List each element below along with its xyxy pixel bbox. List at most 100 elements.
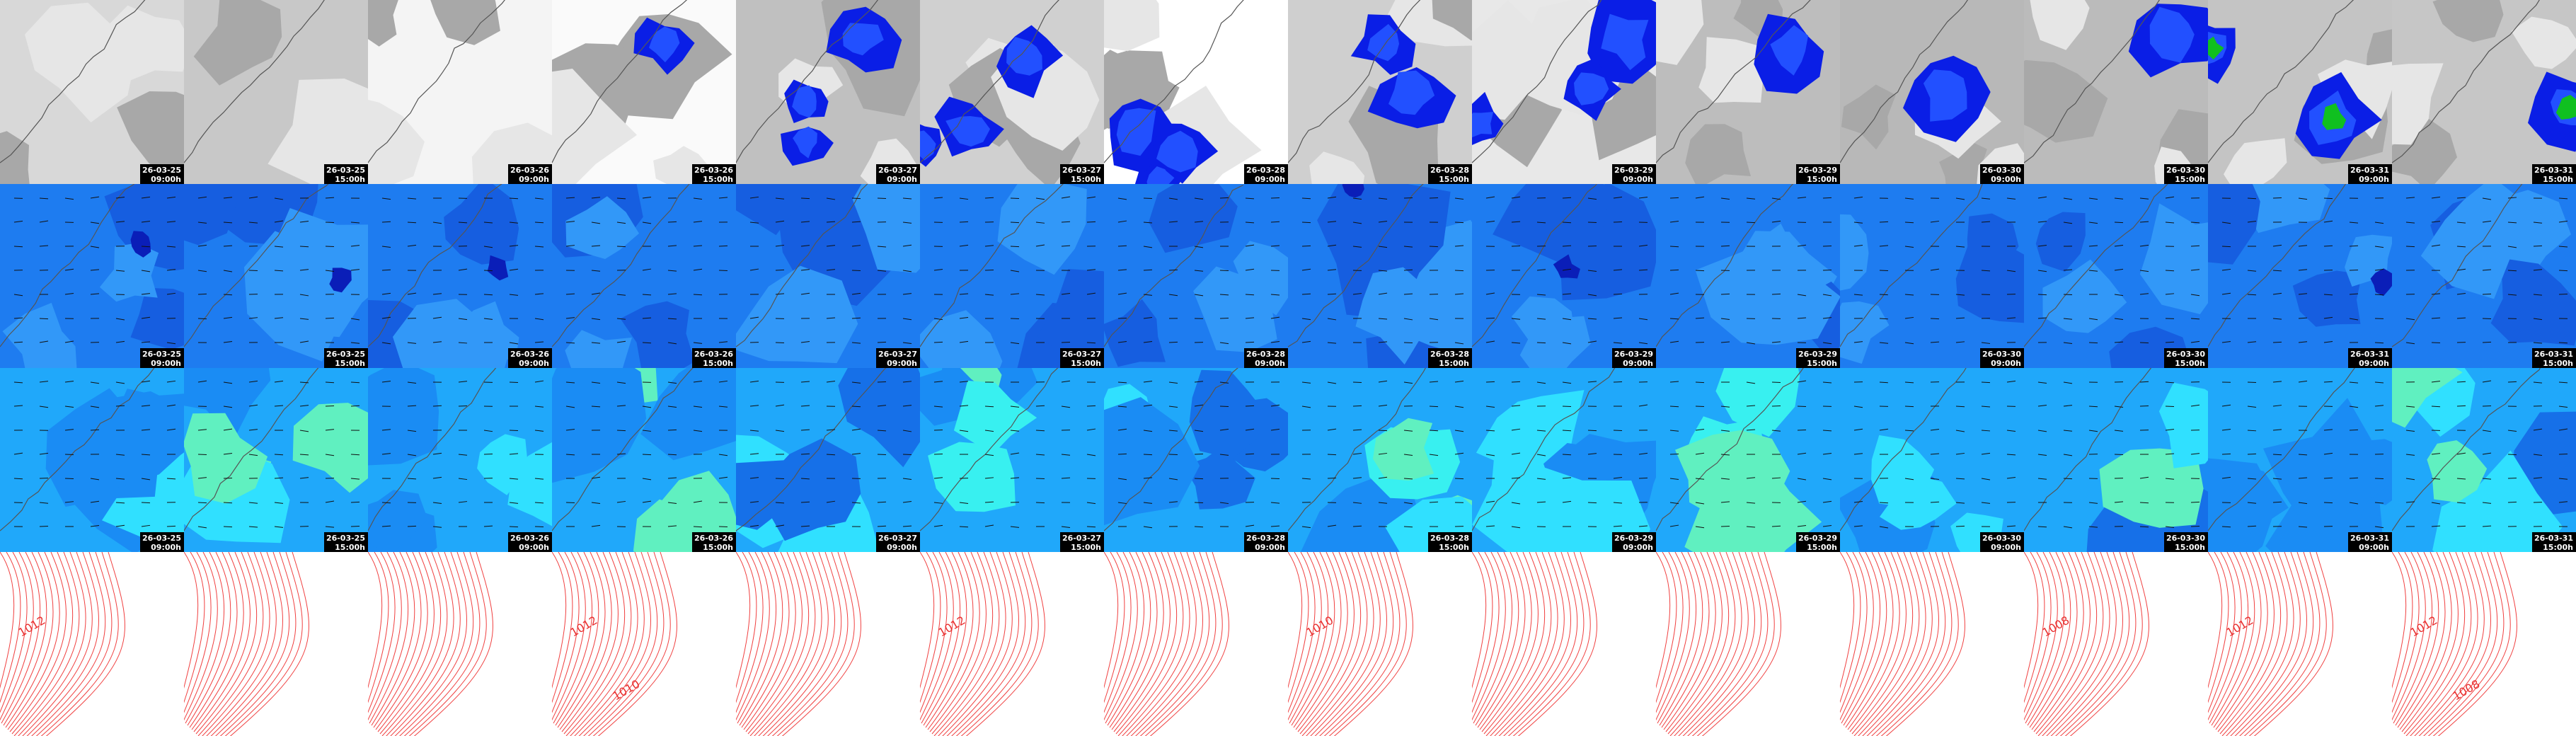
precip-area: [1116, 108, 1156, 156]
isobar: [184, 552, 199, 689]
wind-arrow: [616, 246, 626, 248]
wind-arrow: [591, 406, 601, 408]
wind-arrow: [274, 270, 284, 272]
isobar: [197, 552, 264, 736]
wind-arrow: [2298, 380, 2308, 383]
wind-arrow: [1955, 478, 1965, 480]
wind-arrow: [509, 222, 519, 224]
timestamp-time: 09:00h: [1991, 543, 2021, 552]
wind-arrow: [2323, 316, 2333, 319]
wind-arrow: [197, 526, 207, 529]
wind-arrow: [1904, 222, 1914, 224]
timestamp-box: [1612, 164, 1656, 184]
wind-arrow: [2114, 244, 2124, 247]
isobar: [1701, 552, 1781, 736]
wind-arrow: [1669, 406, 1679, 408]
wind-arrow: [115, 524, 125, 527]
isobar: [1512, 552, 1591, 736]
wind-arrow: [1904, 381, 1914, 384]
wind-arrow: [1904, 430, 1914, 432]
tile-content: [2024, 368, 2208, 552]
wind-arrow: [1327, 454, 1337, 456]
wind-arrow: [1669, 292, 1679, 295]
tile-content: [2024, 184, 2208, 368]
timestamp-date: 26-03-31: [2534, 534, 2573, 543]
map-tile: [736, 552, 920, 736]
precip-area: [1601, 13, 1649, 71]
timestamp-box: [508, 164, 552, 184]
wind-arrow: [1562, 454, 1572, 456]
wind-arrow: [2456, 478, 2466, 480]
wind-arrow: [826, 454, 836, 456]
isobar: [1847, 552, 1900, 730]
field-band: [565, 330, 632, 368]
wind-arrow: [2063, 526, 2073, 529]
wind-arrow: [39, 502, 49, 504]
map-tile: [1472, 552, 1656, 736]
wind-arrow: [325, 246, 335, 248]
wind-arrow: [693, 406, 703, 408]
wind-arrow: [959, 340, 969, 343]
field-band: [767, 438, 861, 541]
isobar: [2217, 552, 2275, 732]
field-band: [920, 310, 1003, 368]
wind-arrow: [1695, 196, 1705, 199]
wind-arrow: [591, 197, 601, 199]
wind-arrow: [197, 318, 207, 320]
timestamp-box: [1980, 164, 2024, 184]
wind-arrow: [1638, 244, 1648, 247]
isobar: [1657, 552, 1697, 724]
tile-content: [1472, 0, 1656, 184]
wind-arrow: [1061, 526, 1071, 529]
coastline: [1472, 0, 1602, 163]
wind-arrow: [2190, 222, 2200, 224]
isobar: [1678, 552, 1749, 736]
wind-arrow: [1720, 318, 1730, 320]
isobar: [552, 552, 573, 703]
isobar: [2025, 552, 2065, 724]
wind-arrow: [407, 244, 417, 247]
wind-arrow: [984, 430, 994, 432]
wind-arrow: [2037, 478, 2047, 480]
wind-arrow: [509, 430, 519, 432]
timestamp-box: [1612, 532, 1656, 552]
timestamp-date: 26-03-26: [694, 534, 733, 543]
wind-arrow: [2431, 502, 2441, 505]
field-band: [292, 403, 368, 493]
wind-arrow: [141, 454, 151, 456]
wind-arrow: [223, 270, 233, 272]
wind-arrow: [749, 222, 759, 224]
wind-arrow: [1879, 294, 1889, 296]
wind-arrow: [1981, 502, 1991, 504]
wind-arrow: [2405, 222, 2415, 224]
cloud-shade: [2432, 0, 2504, 42]
wind-arrow: [2272, 454, 2282, 456]
timestamp-box: [2164, 348, 2208, 368]
isobar: [2215, 552, 2268, 730]
wind-arrow: [1327, 524, 1337, 527]
isobar: [1314, 552, 1387, 736]
wind-arrow: [141, 524, 151, 527]
wind-arrow: [1219, 454, 1229, 456]
cloud-shade: [368, 99, 425, 184]
wind-arrow: [1403, 502, 1413, 505]
wind-arrow: [1669, 524, 1679, 527]
wind-arrow: [1378, 380, 1388, 383]
tile-content: 1012: [0, 552, 184, 736]
cloud-shade: [117, 91, 184, 184]
isobar: [1871, 552, 1946, 736]
wind-arrow: [39, 318, 49, 320]
isobar: [1840, 552, 1874, 721]
isobar: [1849, 552, 1907, 732]
precip-area: [1388, 70, 1435, 115]
isobar: [737, 552, 777, 724]
wind-arrow: [2114, 222, 2124, 224]
wind-arrow: [2088, 318, 2098, 321]
field-band: [1493, 184, 1607, 263]
wind-arrow: [1403, 478, 1413, 480]
